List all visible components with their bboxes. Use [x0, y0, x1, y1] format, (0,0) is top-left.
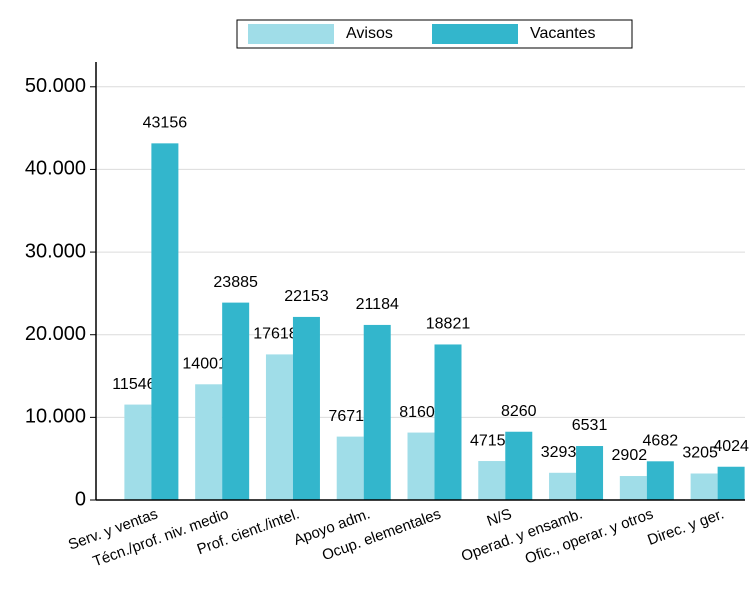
value-label: 6531: [572, 417, 608, 434]
bar: [549, 472, 577, 500]
bar: [717, 466, 745, 500]
value-label: 17618: [253, 326, 298, 343]
bar: [646, 461, 674, 500]
bar: [336, 436, 364, 500]
y-tick-label: 20.000: [25, 323, 86, 345]
value-label: 2902: [612, 447, 648, 464]
x-tick-label: Ocup. elementales: [320, 506, 443, 565]
legend-swatch: [248, 24, 334, 44]
value-label: 8260: [501, 403, 537, 420]
legend-swatch: [432, 24, 518, 44]
y-tick-label: 40.000: [25, 158, 86, 180]
value-label: 11546: [112, 376, 155, 393]
bar: [407, 432, 435, 500]
legend-label: Vacantes: [530, 25, 596, 42]
value-label: 4715: [470, 432, 506, 449]
bar: [434, 344, 462, 500]
x-tick-label: N/S: [485, 506, 514, 531]
x-tick-label: Direc. y ger.: [645, 506, 726, 549]
bar: [576, 446, 604, 500]
bar: [363, 324, 391, 500]
y-tick-label: 0: [75, 488, 86, 510]
legend-label: Avisos: [346, 25, 393, 42]
bar: [124, 404, 152, 500]
y-tick-label: 10.000: [25, 406, 86, 428]
value-label: 3293: [541, 444, 577, 461]
bar: [265, 354, 293, 500]
bar: [151, 143, 179, 500]
bar: [619, 476, 647, 500]
value-label: 8160: [399, 404, 435, 421]
bar: [292, 316, 320, 500]
value-label: 18821: [426, 316, 471, 333]
value-label: 43156: [143, 115, 188, 132]
bar: [505, 431, 533, 500]
value-label: 14001: [182, 356, 227, 373]
bar: [478, 461, 506, 500]
value-label: 21184: [356, 296, 399, 313]
bar: [690, 473, 718, 500]
value-label: 4682: [643, 433, 679, 450]
value-label: 22153: [284, 288, 329, 305]
value-label: 23885: [213, 274, 258, 291]
bar: [222, 302, 250, 500]
y-tick-label: 30.000: [25, 240, 86, 262]
value-label: 7671: [328, 408, 364, 425]
value-label: 4024: [713, 438, 749, 455]
value-label: 3205: [682, 445, 718, 462]
bar: [195, 384, 223, 500]
y-tick-label: 50.000: [25, 75, 86, 97]
